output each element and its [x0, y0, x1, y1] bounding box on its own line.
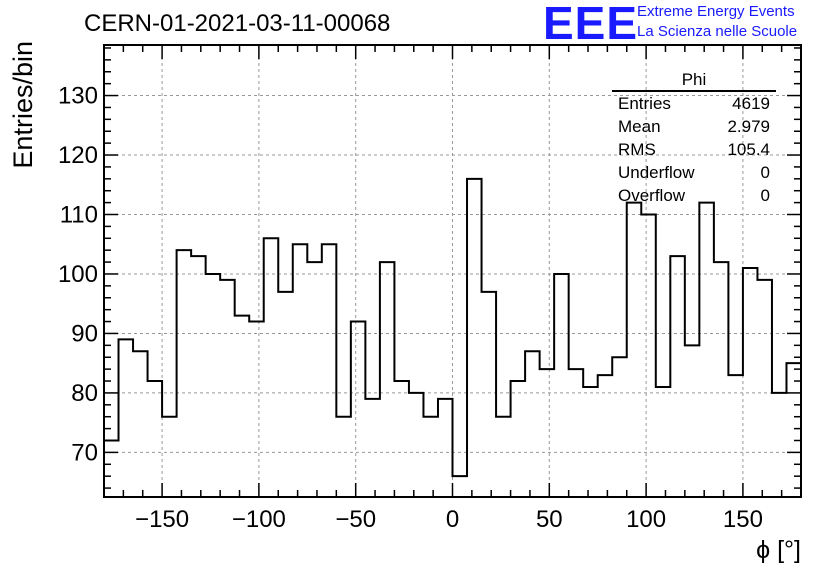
- stats-label: RMS: [618, 140, 656, 159]
- histogram-bin: [264, 238, 279, 497]
- histogram-bin: [148, 381, 163, 497]
- stats-label: Underflow: [618, 163, 695, 182]
- histogram-bin: [119, 339, 134, 497]
- histogram-bin: [409, 393, 424, 497]
- stats-label: Entries: [618, 94, 671, 113]
- histogram-bin: [482, 292, 497, 497]
- histogram-bin: [380, 262, 395, 497]
- histogram-outline: [104, 177, 802, 478]
- histogram-bin: [278, 292, 293, 497]
- histogram-bin: [177, 250, 192, 497]
- histogram-bin: [685, 345, 700, 497]
- histogram-bin: [699, 203, 714, 497]
- histogram-bin: [191, 256, 206, 497]
- x-tick-label: −100: [232, 506, 286, 533]
- histogram-bin: [322, 244, 337, 497]
- histogram-bin: [757, 280, 772, 497]
- histogram-bin: [670, 256, 685, 497]
- y-tick-label: 70: [71, 439, 98, 466]
- histogram-bin: [728, 375, 743, 497]
- histogram-bin: [743, 268, 758, 497]
- y-tick-label: 120: [58, 142, 98, 169]
- stats-divider: [612, 90, 776, 92]
- histogram-bin: [293, 244, 308, 497]
- histogram-bin: [598, 375, 613, 497]
- stats-label: Overflow: [618, 186, 686, 205]
- y-tick-label: 110: [60, 202, 98, 229]
- stats-value: 0: [760, 163, 770, 182]
- run-title: CERN-01-2021-03-11-00068: [84, 10, 391, 37]
- histogram-bin: [583, 387, 598, 497]
- histogram-bin: [394, 381, 409, 497]
- histogram-bin: [714, 262, 729, 497]
- histogram-bin: [351, 322, 366, 497]
- axis-ticks: [104, 45, 801, 497]
- histogram-bin: [235, 316, 250, 497]
- histogram-bin: [540, 369, 555, 497]
- histogram-bin: [206, 274, 221, 497]
- x-axis-label: ϕ [°]: [756, 536, 801, 564]
- x-tick-label: −150: [135, 506, 189, 533]
- stats-value: 105.4: [727, 140, 770, 159]
- histogram-bin: [569, 369, 584, 497]
- logo-text-line1: Extreme Energy Events: [637, 3, 795, 20]
- stats-value: 0: [760, 186, 770, 205]
- histogram-bin: [656, 387, 671, 497]
- stats-row-entries: Entries 4619: [618, 94, 770, 116]
- x-tick-label: 150: [723, 506, 763, 533]
- histogram-bin: [423, 417, 438, 497]
- y-tick-label: 90: [71, 320, 98, 347]
- histogram-bin: [133, 351, 148, 497]
- x-tick-label: −50: [335, 506, 376, 533]
- x-tick-label: 0: [446, 506, 459, 533]
- histogram-bin: [554, 274, 569, 497]
- histogram-bin: [438, 399, 453, 497]
- stats-row-mean: Mean 2.979: [618, 117, 770, 139]
- histogram-bin: [249, 322, 264, 497]
- stats-title: Phi: [681, 70, 707, 89]
- logo-text-line2: La Scienza nelle Scuole: [637, 23, 798, 40]
- y-tick-label: 130: [58, 83, 98, 110]
- eee-logo: EEE: [543, 0, 639, 49]
- histogram-bin: [467, 179, 482, 497]
- stats-row-underflow: Underflow 0: [618, 163, 770, 185]
- stats-label: Mean: [618, 117, 661, 136]
- histogram-bin: [453, 476, 468, 497]
- histogram-bin: [641, 215, 656, 498]
- histogram-bin: [525, 351, 540, 497]
- histogram-bin: [162, 417, 177, 497]
- tick-labels: −150 −100 −50 0 50 100 150 70 80 90 100 110 120 130: [58, 83, 763, 533]
- histogram-bin: [511, 381, 526, 497]
- x-tick-label: 100: [626, 506, 666, 533]
- stats-value: 4619: [732, 94, 770, 113]
- histogram-bin: [307, 262, 322, 497]
- histogram-bin: [772, 393, 787, 497]
- stats-row-rms: RMS 105.4: [618, 140, 770, 162]
- histogram-bin: [496, 417, 511, 497]
- histogram-bin: [627, 203, 642, 497]
- histogram-bin: [220, 280, 235, 497]
- y-tick-label: 80: [71, 380, 98, 407]
- y-tick-label: 100: [58, 261, 98, 288]
- histogram-bin: [336, 417, 351, 497]
- histogram-series: [104, 177, 802, 498]
- stats-value: 2.979: [727, 117, 770, 136]
- histogram-bin: [365, 399, 380, 497]
- x-tick-label: 50: [536, 506, 563, 533]
- histogram-bin: [612, 357, 627, 497]
- y-axis-label: Entries/bin: [8, 41, 38, 169]
- stats-row-overflow: Overflow 0: [618, 186, 770, 208]
